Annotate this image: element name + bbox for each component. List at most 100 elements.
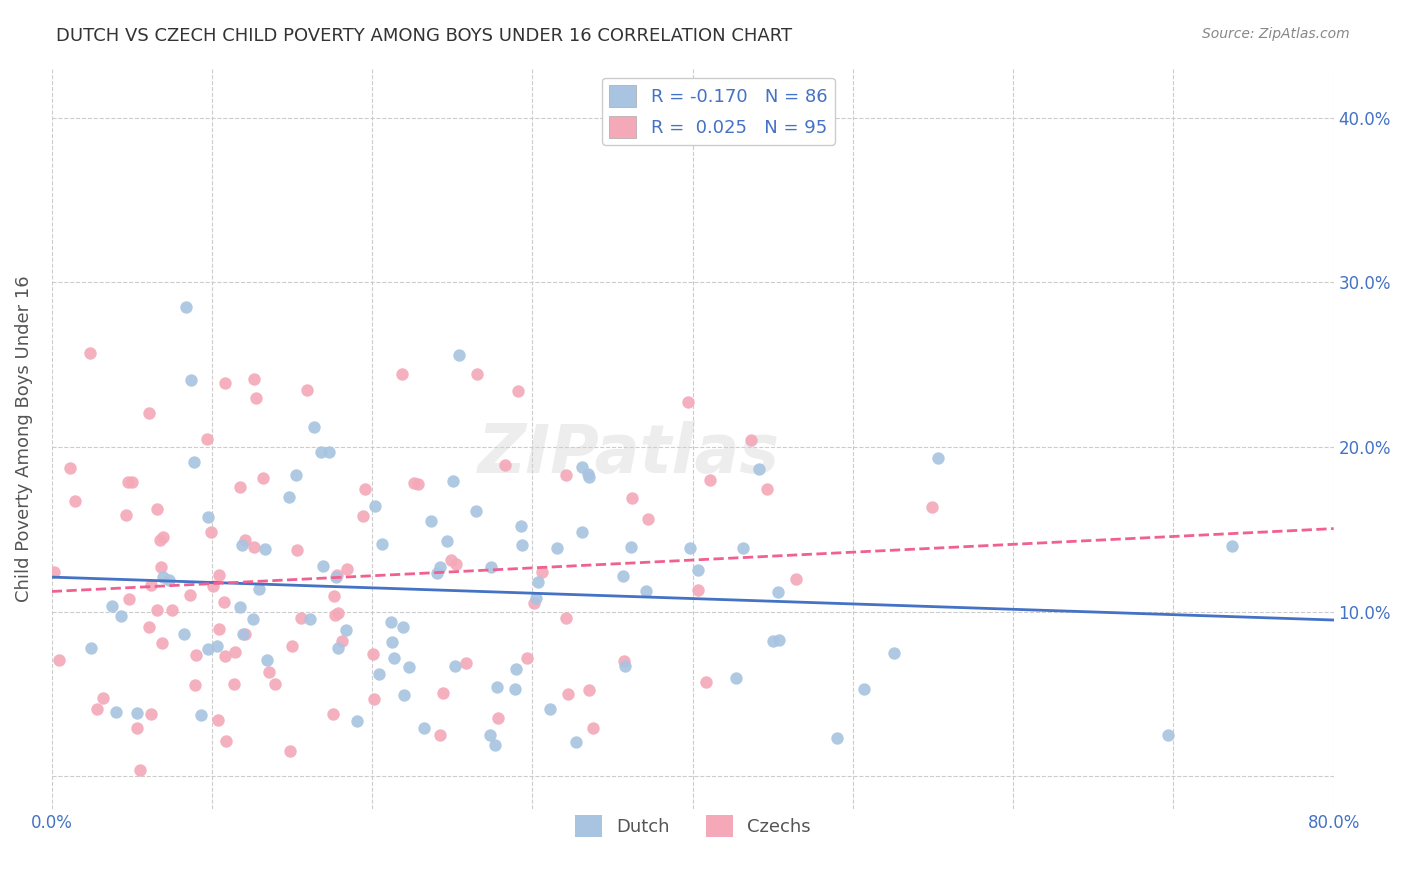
Point [398,660,420,674]
Point [578,467,600,482]
Point [827,731,849,745]
Point [184,678,207,692]
Point [571,460,593,475]
Point [231,538,253,552]
Point [676,394,699,409]
Point [516,651,538,665]
Point [440,553,463,567]
Point [613,654,636,668]
Point [149,533,172,547]
Point [484,738,506,752]
Point [145,501,167,516]
Point [406,477,429,491]
Point [330,634,353,648]
Point [157,574,180,588]
Legend: Dutch, Czechs: Dutch, Czechs [568,808,818,845]
Point [245,392,267,406]
Point [367,666,389,681]
Point [335,624,357,638]
Point [441,475,464,489]
Point [232,627,254,641]
Point [404,475,426,490]
Point [117,475,139,489]
Point [328,606,350,620]
Point [253,542,276,557]
Point [105,705,128,719]
Text: ZIPatlas: ZIPatlas [478,421,779,487]
Point [214,595,236,609]
Point [149,559,172,574]
Point [298,612,321,626]
Point [42,565,65,579]
Point [336,562,359,576]
Point [242,540,264,554]
Point [494,458,516,473]
Point [197,642,219,657]
Point [1220,540,1243,554]
Point [278,490,301,504]
Point [309,445,332,459]
Point [699,474,721,488]
Point [565,735,588,749]
Point [486,680,509,694]
Point [65,494,87,508]
Point [152,531,174,545]
Point [578,683,600,698]
Point [740,433,762,447]
Point [278,744,301,758]
Point [526,591,548,606]
Point [214,648,236,663]
Point [361,647,384,661]
Point [201,578,224,592]
Point [679,541,702,555]
Point [183,455,205,469]
Point [503,682,526,697]
Point [391,367,413,381]
Point [538,702,561,716]
Point [152,570,174,584]
Point [139,578,162,592]
Point [229,480,252,494]
Point [634,583,657,598]
Point [413,721,436,735]
Point [146,603,169,617]
Point [323,590,346,604]
Point [392,688,415,702]
Point [921,500,943,514]
Point [380,615,402,629]
Point [695,674,717,689]
Point [200,524,222,539]
Point [381,634,404,648]
Point [853,681,876,696]
Point [637,512,659,526]
Point [205,640,228,654]
Point [506,384,529,398]
Point [229,599,252,614]
Point [686,562,709,576]
Point [264,676,287,690]
Point [352,509,374,524]
Point [614,659,637,673]
Point [546,541,568,555]
Point [464,504,486,518]
Point [173,627,195,641]
Point [766,585,789,599]
Point [612,568,634,582]
Point [138,619,160,633]
Point [215,733,238,747]
Point [322,706,344,721]
Point [510,538,533,552]
Y-axis label: Child Poverty Among Boys Under 16: Child Poverty Among Boys Under 16 [15,276,32,602]
Point [578,470,600,484]
Point [523,596,546,610]
Point [127,721,149,735]
Point [297,383,319,397]
Point [382,651,405,665]
Point [756,482,779,496]
Point [318,445,340,459]
Point [557,687,579,701]
Point [785,572,807,586]
Point [686,583,709,598]
Point [582,721,605,735]
Point [125,706,148,720]
